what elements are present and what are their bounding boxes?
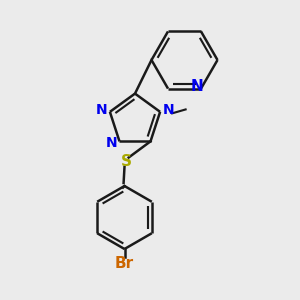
Text: N: N <box>105 136 117 150</box>
Text: S: S <box>121 154 131 169</box>
Text: N: N <box>190 79 203 94</box>
Text: N: N <box>96 103 107 117</box>
Text: Br: Br <box>115 256 134 271</box>
Text: N: N <box>163 103 174 117</box>
